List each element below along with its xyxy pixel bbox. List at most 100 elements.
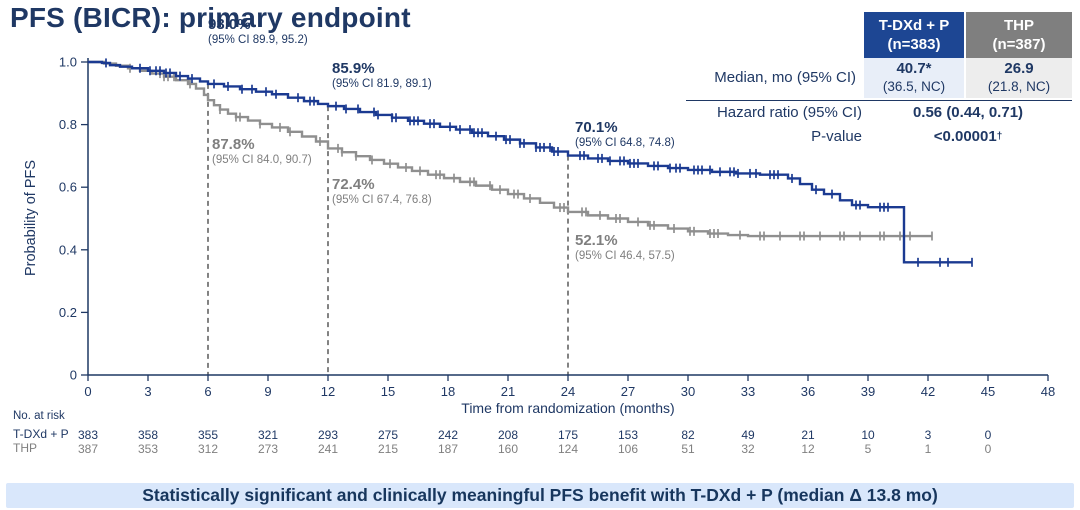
at-risk-value: 358 xyxy=(138,428,158,442)
at-risk-title: No. at risk xyxy=(13,410,65,422)
median-thp-ci: (21.8, NC) xyxy=(987,78,1051,94)
stats-header-tdxd-name: T-DXd + P xyxy=(878,16,950,34)
tick-label: 42 xyxy=(921,384,935,399)
tick-label: 9 xyxy=(264,384,271,399)
at-risk-value: 49 xyxy=(741,428,755,442)
median-thp-cell: 26.9 (21.8, NC) xyxy=(966,58,1072,98)
tick-label: 39 xyxy=(861,384,875,399)
annotation-pct: 87.8% xyxy=(212,136,255,153)
stats-header-thp: THP (n=387) xyxy=(966,12,1072,58)
at-risk-value: 32 xyxy=(741,442,755,456)
at-risk-value: 3 xyxy=(925,428,932,442)
tick-label: 21 xyxy=(501,384,515,399)
tick-label: 0.6 xyxy=(59,180,77,195)
annotation-ci: (95% CI 89.9, 95.2) xyxy=(208,34,308,46)
tick-label: 24 xyxy=(561,384,575,399)
at-risk-value: 51 xyxy=(681,442,695,456)
at-risk-value: 242 xyxy=(438,428,458,442)
at-risk-value: 353 xyxy=(138,442,158,456)
at-risk-value: 241 xyxy=(318,442,338,456)
at-risk-value: 124 xyxy=(558,442,578,456)
annotation-ci: (95% CI 46.4, 57.5) xyxy=(575,250,675,262)
at-risk-value: 0 xyxy=(985,428,992,442)
tick-label: 0 xyxy=(70,368,77,383)
tick-label: 3 xyxy=(144,384,151,399)
stats-divider xyxy=(686,99,1072,101)
at-risk-value: 1 xyxy=(925,442,932,456)
annotation-thp-6mo: 87.8% (95% CI 84.0, 90.7) xyxy=(212,136,312,168)
at-risk-value: 82 xyxy=(681,428,695,442)
tick-label: 36 xyxy=(801,384,815,399)
at-risk-value: 312 xyxy=(198,442,218,456)
tick-label: 30 xyxy=(681,384,695,399)
tick-label: 0.2 xyxy=(59,305,77,320)
at-risk-value: 187 xyxy=(438,442,458,456)
at-risk-value: 106 xyxy=(618,442,638,456)
x-axis-label: Time from randomization (months) xyxy=(461,400,675,416)
annotation-ci: (95% CI 81.9, 89.1) xyxy=(332,78,432,90)
annotation-pct: 52.1% xyxy=(575,232,618,249)
conclusion-banner: Statistically significant and clinically… xyxy=(6,483,1074,508)
tick-label: 18 xyxy=(441,384,455,399)
pvalue-dagger: † xyxy=(996,131,1003,143)
annotation-thp-12mo: 72.4% (95% CI 67.4, 76.8) xyxy=(332,176,432,208)
stats-header-spacer xyxy=(686,12,862,58)
tick-label: 45 xyxy=(981,384,995,399)
at-risk-value: 321 xyxy=(258,428,278,442)
at-risk-value: 293 xyxy=(318,428,338,442)
stats-header-thp-name: THP xyxy=(1004,16,1034,34)
tick-label: 12 xyxy=(321,384,335,399)
pvalue-value: <0.00001 † xyxy=(864,125,1072,149)
tick-label: 48 xyxy=(1041,384,1055,399)
tick-label: 0.8 xyxy=(59,117,77,132)
annotation-tdxd-24mo: 70.1% (95% CI 64.8, 74.8) xyxy=(575,119,675,151)
at-risk-value: 10 xyxy=(861,428,875,442)
at-risk-value: 5 xyxy=(865,442,872,456)
km-curve-tdxd xyxy=(88,60,972,264)
at-risk-value: 0 xyxy=(985,442,992,456)
annotation-tdxd-12mo: 85.9% (95% CI 81.9, 89.1) xyxy=(332,60,432,92)
annotation-ci: (95% CI 84.0, 90.7) xyxy=(212,154,312,166)
pvalue-row-label: P-value xyxy=(811,128,862,146)
annotation-ci: (95% CI 64.8, 74.8) xyxy=(575,137,675,149)
at-risk-row-label-thp: THP xyxy=(13,441,37,455)
median-tdxd-ci: (36.5, NC) xyxy=(882,78,946,94)
annotation-pct: 93.0% xyxy=(208,16,251,33)
summary-stats-table: T-DXd + P (n=383) THP (n=387) Median, mo… xyxy=(686,12,1074,149)
tick-label: 33 xyxy=(741,384,755,399)
at-risk-value: 273 xyxy=(258,442,278,456)
tick-label: 27 xyxy=(621,384,635,399)
at-risk-value: 153 xyxy=(618,428,638,442)
stats-header-tdxd-n: (n=383) xyxy=(887,36,941,53)
at-risk-value: 21 xyxy=(801,428,815,442)
pvalue-number: <0.00001 xyxy=(933,128,997,146)
tick-label: 1.0 xyxy=(59,55,77,70)
annotation-pct: 72.4% xyxy=(332,176,375,193)
at-risk-value: 208 xyxy=(498,428,518,442)
median-tdxd-value: 40.7* xyxy=(896,60,932,77)
at-risk-row-label-tdxd: T-DXd + P xyxy=(13,427,69,441)
at-risk-value: 275 xyxy=(378,428,398,442)
tick-label: 0 xyxy=(84,384,91,399)
annotation-pct: 70.1% xyxy=(575,119,618,136)
stats-header-tdxd: T-DXd + P (n=383) xyxy=(864,12,964,58)
annotation-pct: 85.9% xyxy=(332,60,375,77)
page-title: PFS (BICR): primary endpoint xyxy=(10,2,411,33)
tick-label: 6 xyxy=(204,384,211,399)
annotation-tdxd-6mo: 93.0% (95% CI 89.9, 95.2) xyxy=(208,16,308,48)
y-axis-label: Probability of PFS xyxy=(23,159,39,277)
hr-row-label: Hazard ratio (95% CI) xyxy=(716,104,862,122)
tick-label: 15 xyxy=(381,384,395,399)
tick-label: 0.4 xyxy=(59,242,77,257)
at-risk-value: 12 xyxy=(801,442,815,456)
at-risk-value: 175 xyxy=(558,428,578,442)
median-tdxd-cell: 40.7* (36.5, NC) xyxy=(864,58,964,98)
annotation-ci: (95% CI 67.4, 76.8) xyxy=(332,194,432,206)
median-thp-value: 26.9 xyxy=(1004,60,1034,77)
at-risk-value: 215 xyxy=(378,442,398,456)
at-risk-value: 383 xyxy=(78,428,98,442)
stats-header-thp-n: (n=387) xyxy=(992,36,1046,53)
at-risk-value: 387 xyxy=(78,442,98,456)
